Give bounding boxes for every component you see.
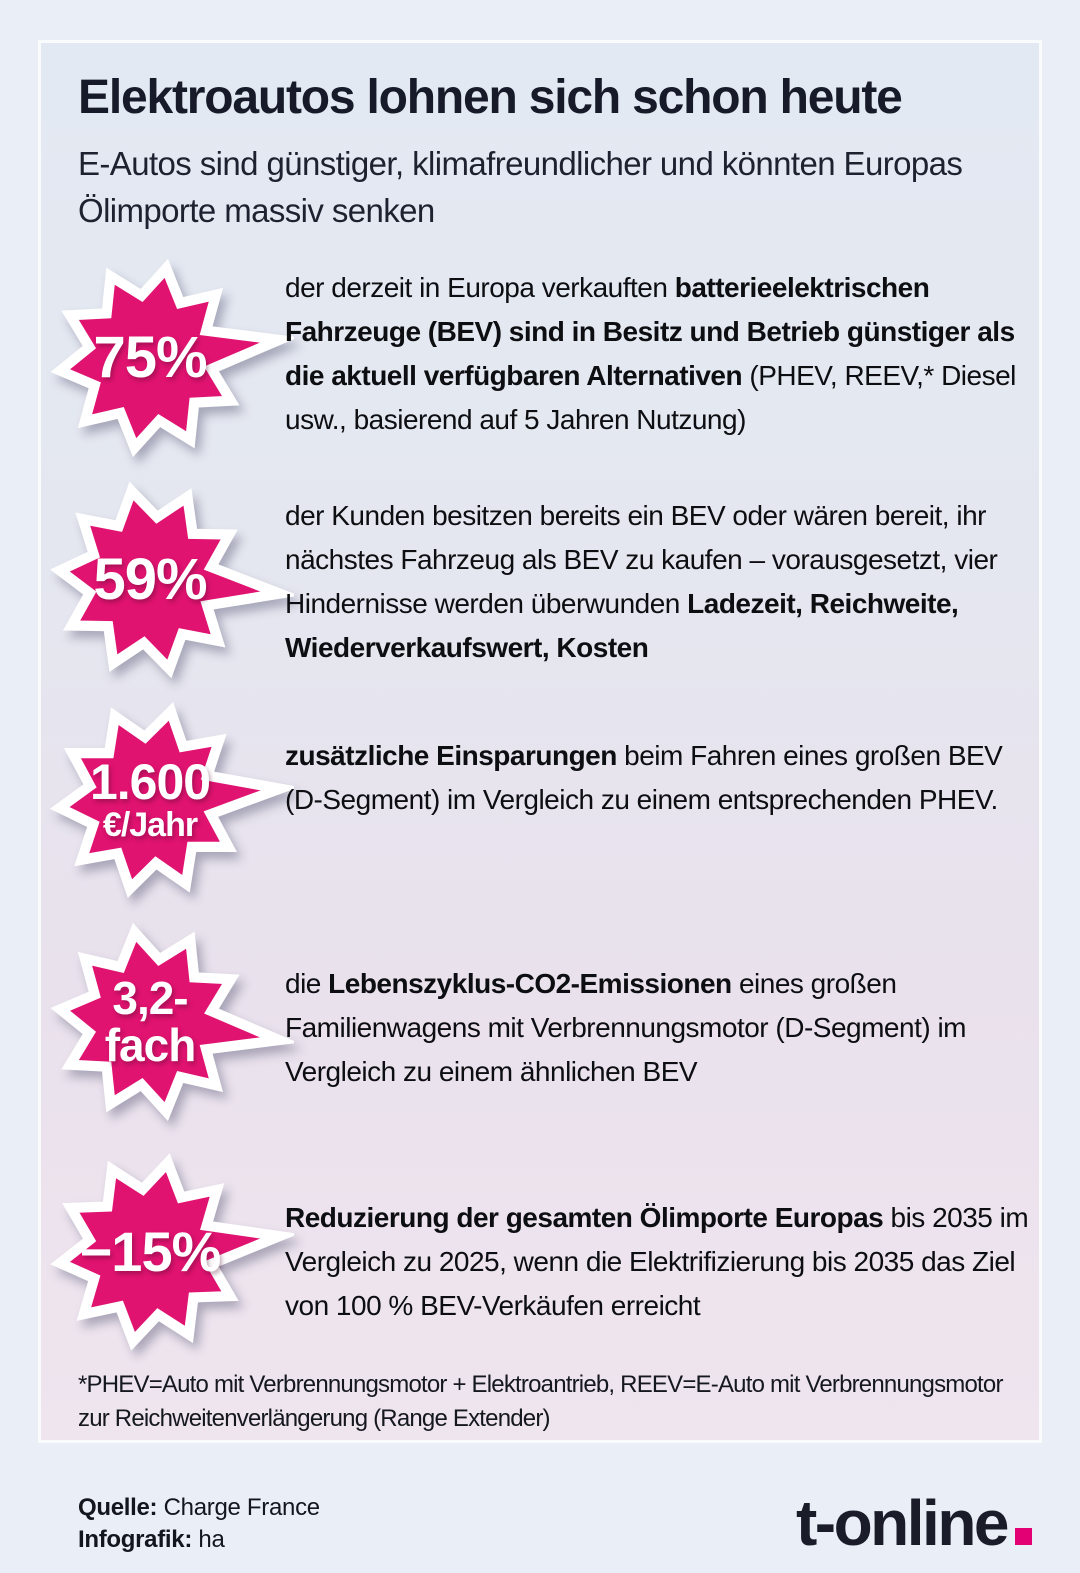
page-title: Elektroautos lohnen sich schon heute bbox=[78, 71, 903, 124]
stat-badge-59-percent: 59% bbox=[44, 476, 294, 684]
logo-dot bbox=[1015, 1528, 1032, 1545]
stat-badge-75-percent: 75% bbox=[44, 254, 294, 462]
subtitle: E-Autos sind günstiger, klimafreundliche… bbox=[78, 145, 963, 229]
stat-text: die Lebenszyklus-CO2-Emissionen eines gr… bbox=[285, 968, 967, 1087]
source-line: Quelle: Charge France bbox=[78, 1494, 320, 1521]
footnote: *PHEV=Auto mit Verbrennungsmotor + Elekt… bbox=[78, 1371, 1003, 1432]
badge-value: 3,2- fach bbox=[104, 972, 197, 1071]
badge-value: 59% bbox=[93, 547, 207, 613]
badge-value: 75% bbox=[93, 325, 207, 391]
stat-badge-1600-eur: 1.600 €/Jahr bbox=[44, 696, 294, 904]
stat-badge-minus-15-percent: −15% bbox=[44, 1148, 294, 1356]
stat-text: zusätzliche Einsparungen beim Fahren ein… bbox=[285, 740, 1003, 815]
stat-text: der Kunden besitzen bereits ein BEV oder… bbox=[285, 500, 998, 663]
stat-text: der derzeit in Europa verkauften batteri… bbox=[285, 272, 1016, 435]
badge-value: −15% bbox=[79, 1220, 222, 1284]
source-credit: Quelle: Charge France Infografik: ha bbox=[78, 1492, 320, 1556]
credit-line: Infografik: ha bbox=[78, 1526, 225, 1553]
badge-value: 1.600 €/Jahr bbox=[89, 754, 211, 845]
stat-badge-3-2-fach: 3,2- fach bbox=[44, 918, 294, 1126]
t-online-logo: t-online bbox=[796, 1486, 1032, 1560]
stat-text: Reduzierung der gesamten Ölimporte Europ… bbox=[285, 1202, 1029, 1321]
